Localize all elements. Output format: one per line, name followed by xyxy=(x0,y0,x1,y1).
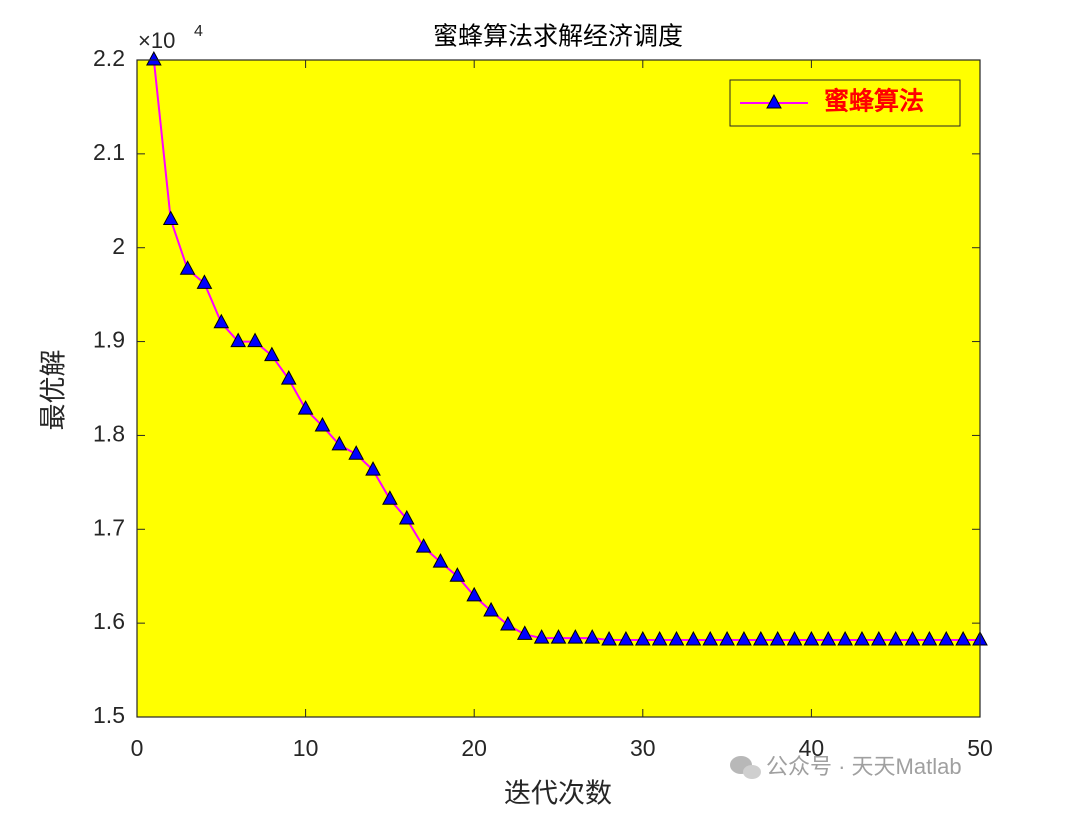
marker xyxy=(921,630,938,646)
marker xyxy=(601,630,617,646)
marker xyxy=(516,625,533,640)
marker xyxy=(769,630,786,646)
marker xyxy=(752,630,769,646)
marker xyxy=(314,416,331,432)
marker xyxy=(685,630,702,646)
x-tick-label: 0 xyxy=(131,735,144,761)
marker xyxy=(533,629,550,644)
y-tick-label: 1.6 xyxy=(93,608,125,634)
marker xyxy=(230,332,246,348)
marker xyxy=(483,601,499,617)
axes-box xyxy=(136,59,981,718)
marker xyxy=(196,274,213,289)
marker xyxy=(820,630,837,646)
marker xyxy=(668,630,685,646)
marker xyxy=(854,630,870,646)
marker xyxy=(938,630,955,646)
marker xyxy=(634,630,651,646)
marker xyxy=(432,553,449,568)
y-tick-label: 2.1 xyxy=(93,139,125,165)
marker xyxy=(348,445,365,460)
marker xyxy=(719,630,735,646)
y-tick-label: 1.9 xyxy=(93,327,125,353)
y-tick-label: 1.7 xyxy=(93,514,125,540)
x-axis-label: 迭代次数 xyxy=(504,779,612,810)
x-tick-label: 40 xyxy=(799,735,825,761)
legend: 蜜蜂算法 xyxy=(729,79,961,127)
x-tick-label: 20 xyxy=(461,735,487,761)
chart-title: 蜜蜂算法求解经济调度 xyxy=(433,22,683,51)
marker xyxy=(264,346,280,362)
y-axis-label: 最优解 xyxy=(39,350,70,431)
marker xyxy=(837,630,853,646)
marker xyxy=(449,567,466,582)
marker xyxy=(584,629,601,644)
marker xyxy=(213,313,230,329)
marker xyxy=(382,490,398,505)
marker xyxy=(280,370,297,385)
marker xyxy=(904,630,921,646)
y-multiplier: ×10 xyxy=(138,28,175,53)
marker xyxy=(567,629,584,644)
watermark: 公众号 · 天天Matlab xyxy=(730,754,962,779)
legend-label: 蜜蜂算法 xyxy=(824,87,924,116)
y-tick-label: 2 xyxy=(112,233,125,259)
marker xyxy=(702,630,719,646)
y-tick-label: 1.5 xyxy=(93,702,125,728)
marker xyxy=(179,260,196,275)
marker xyxy=(887,630,904,646)
marker xyxy=(871,630,887,646)
marker xyxy=(651,630,668,646)
watermark-icon xyxy=(743,765,761,779)
x-tick-label: 30 xyxy=(630,735,656,761)
x-tick-label: 10 xyxy=(293,735,319,761)
marker xyxy=(146,50,162,66)
marker xyxy=(297,400,314,415)
marker xyxy=(786,630,803,646)
marker xyxy=(247,332,263,348)
x-tick-label: 50 xyxy=(967,735,993,761)
legend-marker xyxy=(766,93,782,109)
marker xyxy=(331,435,348,451)
y-tick-label: 2.2 xyxy=(93,45,125,71)
marker xyxy=(803,630,820,646)
y-multiplier-exponent: 4 xyxy=(194,23,203,40)
marker xyxy=(550,629,567,644)
marker xyxy=(365,461,381,476)
marker xyxy=(618,630,634,646)
marker xyxy=(955,630,971,646)
watermark-text: 公众号 · 天天Matlab xyxy=(766,754,962,779)
marks xyxy=(146,50,988,646)
marker xyxy=(466,586,483,602)
marker xyxy=(736,630,752,646)
marker xyxy=(500,615,516,631)
marker xyxy=(162,210,179,226)
marker xyxy=(415,538,432,553)
y-tick-label: 1.8 xyxy=(93,421,125,447)
marker xyxy=(398,509,415,525)
plot-area xyxy=(137,60,980,717)
